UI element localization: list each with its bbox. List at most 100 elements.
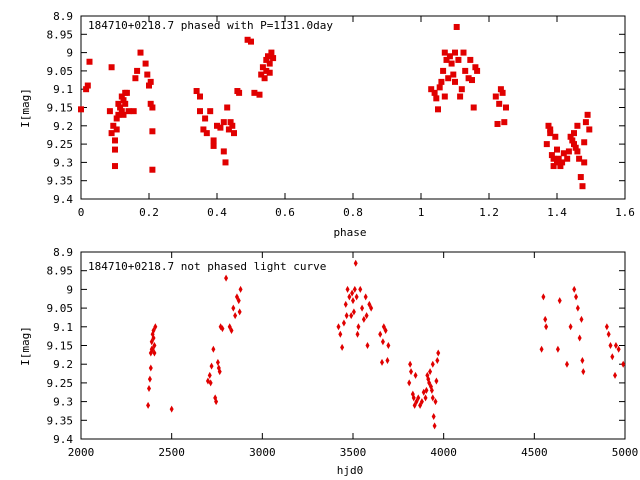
data-point <box>604 323 609 331</box>
data-point <box>584 111 591 118</box>
plot-frame <box>80 15 626 200</box>
y-tick-label: 9.25 <box>47 377 74 390</box>
x-tick-label: 0.8 <box>343 206 363 219</box>
data-point <box>214 122 220 129</box>
data-point <box>244 36 251 43</box>
data-point <box>386 342 391 349</box>
data-point <box>378 330 383 338</box>
data-point <box>115 100 122 107</box>
chart-title: 184710+0218.7 phased with P=1131.0day <box>88 19 333 32</box>
data-point <box>541 293 546 301</box>
data-point <box>251 89 258 96</box>
y-axis-label: I[mag] <box>19 326 32 366</box>
data-point <box>462 67 469 74</box>
x-tick-label: 1.4 <box>547 206 567 219</box>
data-point <box>568 323 573 331</box>
plot-frame <box>80 251 626 440</box>
data-point <box>433 95 440 102</box>
data-point <box>236 297 241 305</box>
y-tick-label: 9.35 <box>47 414 74 427</box>
data-point <box>118 93 125 100</box>
data-point <box>152 342 157 349</box>
data-point <box>380 338 385 346</box>
data-point <box>147 100 154 107</box>
x-tick-label: 1 <box>418 206 425 219</box>
data-point <box>270 55 277 62</box>
data-point <box>557 297 562 305</box>
data-point <box>608 342 613 349</box>
data-point <box>574 148 581 155</box>
data-point <box>259 64 266 71</box>
data-point <box>581 368 586 376</box>
data-point <box>545 122 552 129</box>
data-point <box>120 97 127 104</box>
data-point <box>130 108 137 115</box>
x-tick-label: 0 <box>78 206 85 219</box>
data-point <box>147 78 154 85</box>
data-point <box>430 360 435 368</box>
data-point <box>613 371 618 379</box>
axis-ticks: 2000 2500 3000 3500 4000 4500 5000 8.9 8.95 9 9.05… <box>47 246 639 459</box>
data-point <box>118 108 125 115</box>
data-point <box>438 78 445 85</box>
data-point <box>443 56 450 63</box>
y-tick-label: 8.95 <box>47 28 74 41</box>
data-point <box>210 142 217 149</box>
data-point <box>110 122 117 129</box>
data-point <box>236 89 243 96</box>
x-tick-label: 1.2 <box>479 206 499 219</box>
data-point <box>569 137 576 144</box>
data-point <box>151 334 156 342</box>
data-point <box>338 330 343 338</box>
data-point <box>268 49 275 56</box>
data-point <box>353 259 358 267</box>
data-point <box>238 285 243 293</box>
y-tick-label: 9.05 <box>47 65 74 78</box>
data-point <box>147 375 152 383</box>
x-tick-label: 0.2 <box>139 206 159 219</box>
data-point <box>433 398 438 406</box>
data-point <box>579 183 586 190</box>
data-point <box>215 358 220 366</box>
data-point <box>224 104 231 111</box>
data-point <box>224 274 229 282</box>
data-point <box>363 293 368 301</box>
data-point <box>369 304 374 312</box>
data-point <box>431 413 436 421</box>
data-point <box>496 100 503 107</box>
y-tick-label: 9.1 <box>53 321 73 334</box>
data-point <box>452 49 458 56</box>
data-point <box>266 69 273 76</box>
data-point <box>445 75 452 82</box>
data-point <box>465 75 472 82</box>
data-point <box>258 71 265 78</box>
data-point <box>231 130 237 137</box>
data-point <box>365 342 370 349</box>
data-point <box>458 86 465 93</box>
x-tick-label: 4500 <box>521 446 548 459</box>
y-tick-label: 9.4 <box>53 433 73 446</box>
data-point <box>428 368 433 376</box>
data-point <box>616 345 621 353</box>
data-point <box>152 349 157 357</box>
data-point <box>84 82 91 89</box>
chart-title: 184710+0218.7 not phased light curve <box>88 260 326 273</box>
data-point <box>441 49 448 56</box>
data-point <box>208 379 213 387</box>
data-point <box>355 330 360 338</box>
data-point <box>557 163 564 170</box>
data-point <box>567 133 574 140</box>
data-point <box>220 148 227 155</box>
data-point <box>112 137 118 144</box>
data-point <box>613 342 618 349</box>
data-point <box>407 379 412 387</box>
data-point <box>149 166 156 173</box>
data-point <box>429 386 434 394</box>
data-points <box>146 259 626 430</box>
data-point <box>123 89 130 96</box>
y-tick-label: 9.15 <box>47 340 74 353</box>
x-axis-label: hjd0 <box>337 464 364 477</box>
data-point <box>120 111 127 118</box>
axis-ticks: 0 0.2 0.4 0.6 0.8 1 1.2 1.4 1.6 8.9 8.95 9 9.05 9.1 9.… <box>47 10 635 219</box>
